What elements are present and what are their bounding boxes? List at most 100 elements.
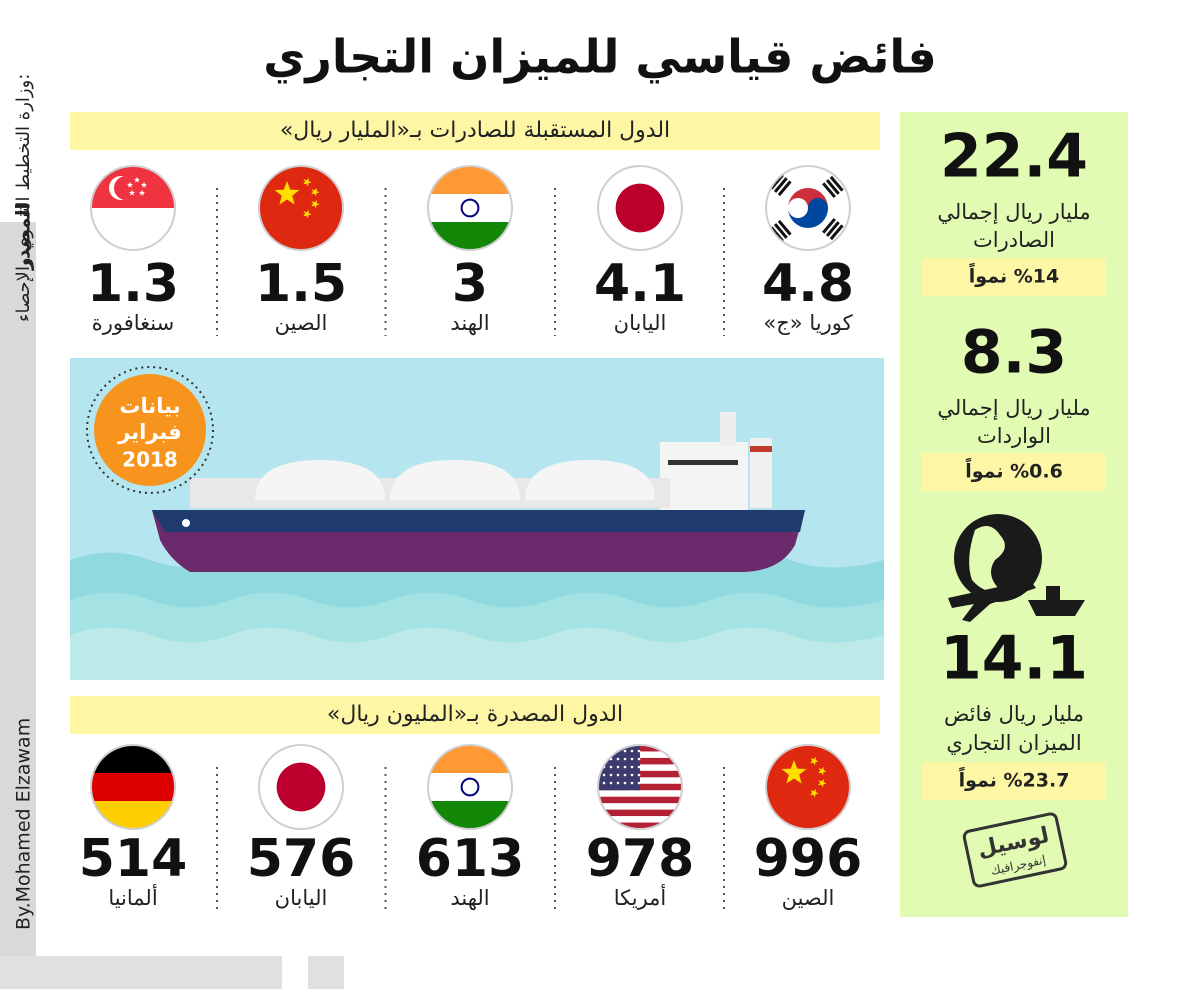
badge-line: بيانات bbox=[119, 394, 180, 418]
country-value: 1.3 bbox=[87, 254, 179, 314]
flag-part bbox=[428, 773, 512, 801]
flag-part bbox=[311, 187, 320, 197]
country-name: الهند bbox=[450, 886, 489, 910]
flag-part bbox=[428, 166, 512, 194]
growth-box bbox=[922, 762, 1106, 800]
flag-part bbox=[598, 816, 682, 824]
summary-value: 14.1 bbox=[940, 624, 1088, 694]
country-name: الصين bbox=[275, 311, 328, 335]
flag-part bbox=[637, 773, 641, 777]
flag-part bbox=[303, 209, 312, 219]
flag-part bbox=[829, 224, 844, 241]
flag-part bbox=[822, 217, 844, 241]
flag-part bbox=[276, 762, 326, 812]
summary-value: 22.4 bbox=[940, 122, 1088, 192]
badge-line: فبراير bbox=[117, 420, 182, 444]
flag-part bbox=[598, 796, 682, 804]
growth-box bbox=[922, 258, 1106, 296]
flag bbox=[766, 745, 850, 829]
source-label: المصدر bbox=[13, 203, 35, 271]
flag-part bbox=[609, 781, 613, 785]
country-name: اليابان bbox=[275, 886, 328, 910]
flag-part bbox=[616, 773, 620, 777]
flag-ring bbox=[765, 165, 851, 251]
flag-part bbox=[91, 745, 175, 773]
flag-part bbox=[598, 790, 682, 798]
flag-part bbox=[766, 745, 850, 829]
flag-part bbox=[770, 173, 784, 190]
flag bbox=[766, 166, 850, 250]
summary-label: الميزان التجاري bbox=[946, 731, 1081, 755]
flag-part bbox=[91, 801, 175, 829]
flag-part bbox=[777, 180, 792, 197]
country-value: 996 bbox=[754, 829, 863, 889]
flag-part bbox=[609, 765, 613, 769]
country-value: 4.8 bbox=[762, 254, 854, 314]
flag-part bbox=[602, 757, 606, 761]
flag-part bbox=[602, 773, 606, 777]
country-value: 4.1 bbox=[594, 254, 686, 314]
flag-part bbox=[637, 749, 641, 753]
flag-ring bbox=[258, 165, 344, 251]
flag-part bbox=[129, 189, 135, 196]
flag-part bbox=[777, 219, 792, 236]
flag-part bbox=[609, 749, 613, 753]
flag-part bbox=[788, 198, 828, 228]
flag-part bbox=[637, 765, 641, 769]
flag-part bbox=[428, 194, 512, 222]
summary-growth: %0.6 نمواً bbox=[965, 457, 1063, 482]
flag-ring bbox=[597, 744, 683, 830]
flag bbox=[598, 745, 682, 829]
flag-ring bbox=[427, 165, 513, 251]
flag-part bbox=[810, 756, 819, 766]
exports-heading: الدول المستقبلة للصادرات بـ«المليار ريال… bbox=[280, 118, 670, 143]
flag bbox=[259, 745, 343, 829]
country-value: 978 bbox=[586, 829, 695, 889]
country-name: أمريكا bbox=[614, 884, 667, 910]
flag-ring bbox=[765, 744, 851, 830]
summary-label: الصادرات bbox=[973, 228, 1055, 252]
summary-value: 8.3 bbox=[961, 318, 1067, 388]
flag-ring bbox=[597, 165, 683, 251]
ship-illustration: بيانات فبراير 2018 bbox=[70, 358, 884, 680]
country-value: 514 bbox=[79, 829, 188, 889]
globe-icon bbox=[948, 514, 1085, 622]
flag-part bbox=[598, 822, 682, 829]
summary-label: الواردات bbox=[977, 424, 1051, 448]
flag-part bbox=[623, 773, 627, 777]
flag bbox=[259, 166, 343, 250]
side-strip bbox=[0, 222, 36, 956]
summary-label: مليار ريال إجمالي bbox=[937, 200, 1090, 225]
flag-part bbox=[598, 803, 682, 811]
flag-part bbox=[770, 219, 792, 243]
flag-part bbox=[616, 765, 620, 769]
badge-line: 2018 bbox=[122, 448, 178, 472]
flag-part bbox=[139, 189, 145, 196]
country-name: الهند bbox=[450, 311, 489, 335]
imports-heading: الدول المصدرة بـ«المليون ريال» bbox=[327, 702, 623, 727]
flag-part bbox=[623, 781, 627, 785]
flag-part bbox=[609, 773, 613, 777]
flag-part bbox=[428, 222, 512, 250]
growth-box bbox=[922, 453, 1106, 491]
flag-ring bbox=[90, 744, 176, 830]
flag-part bbox=[428, 801, 512, 829]
title: فائض قياسي للميزان التجاري bbox=[263, 30, 937, 84]
flag-part bbox=[822, 182, 836, 199]
heading-bar bbox=[70, 696, 880, 734]
flag-part bbox=[623, 749, 627, 753]
flag-part bbox=[637, 757, 641, 761]
flag-part bbox=[770, 226, 784, 243]
flag bbox=[598, 166, 682, 250]
flag-part bbox=[616, 781, 620, 785]
flag-part bbox=[91, 773, 175, 801]
flag-part bbox=[630, 781, 634, 785]
flag-part bbox=[602, 749, 606, 753]
flag-part bbox=[134, 176, 140, 183]
flag-part bbox=[773, 223, 788, 239]
country-value: 613 bbox=[416, 829, 525, 889]
flag-part bbox=[630, 757, 634, 761]
flag-part bbox=[114, 176, 138, 200]
flag-part bbox=[460, 198, 480, 218]
